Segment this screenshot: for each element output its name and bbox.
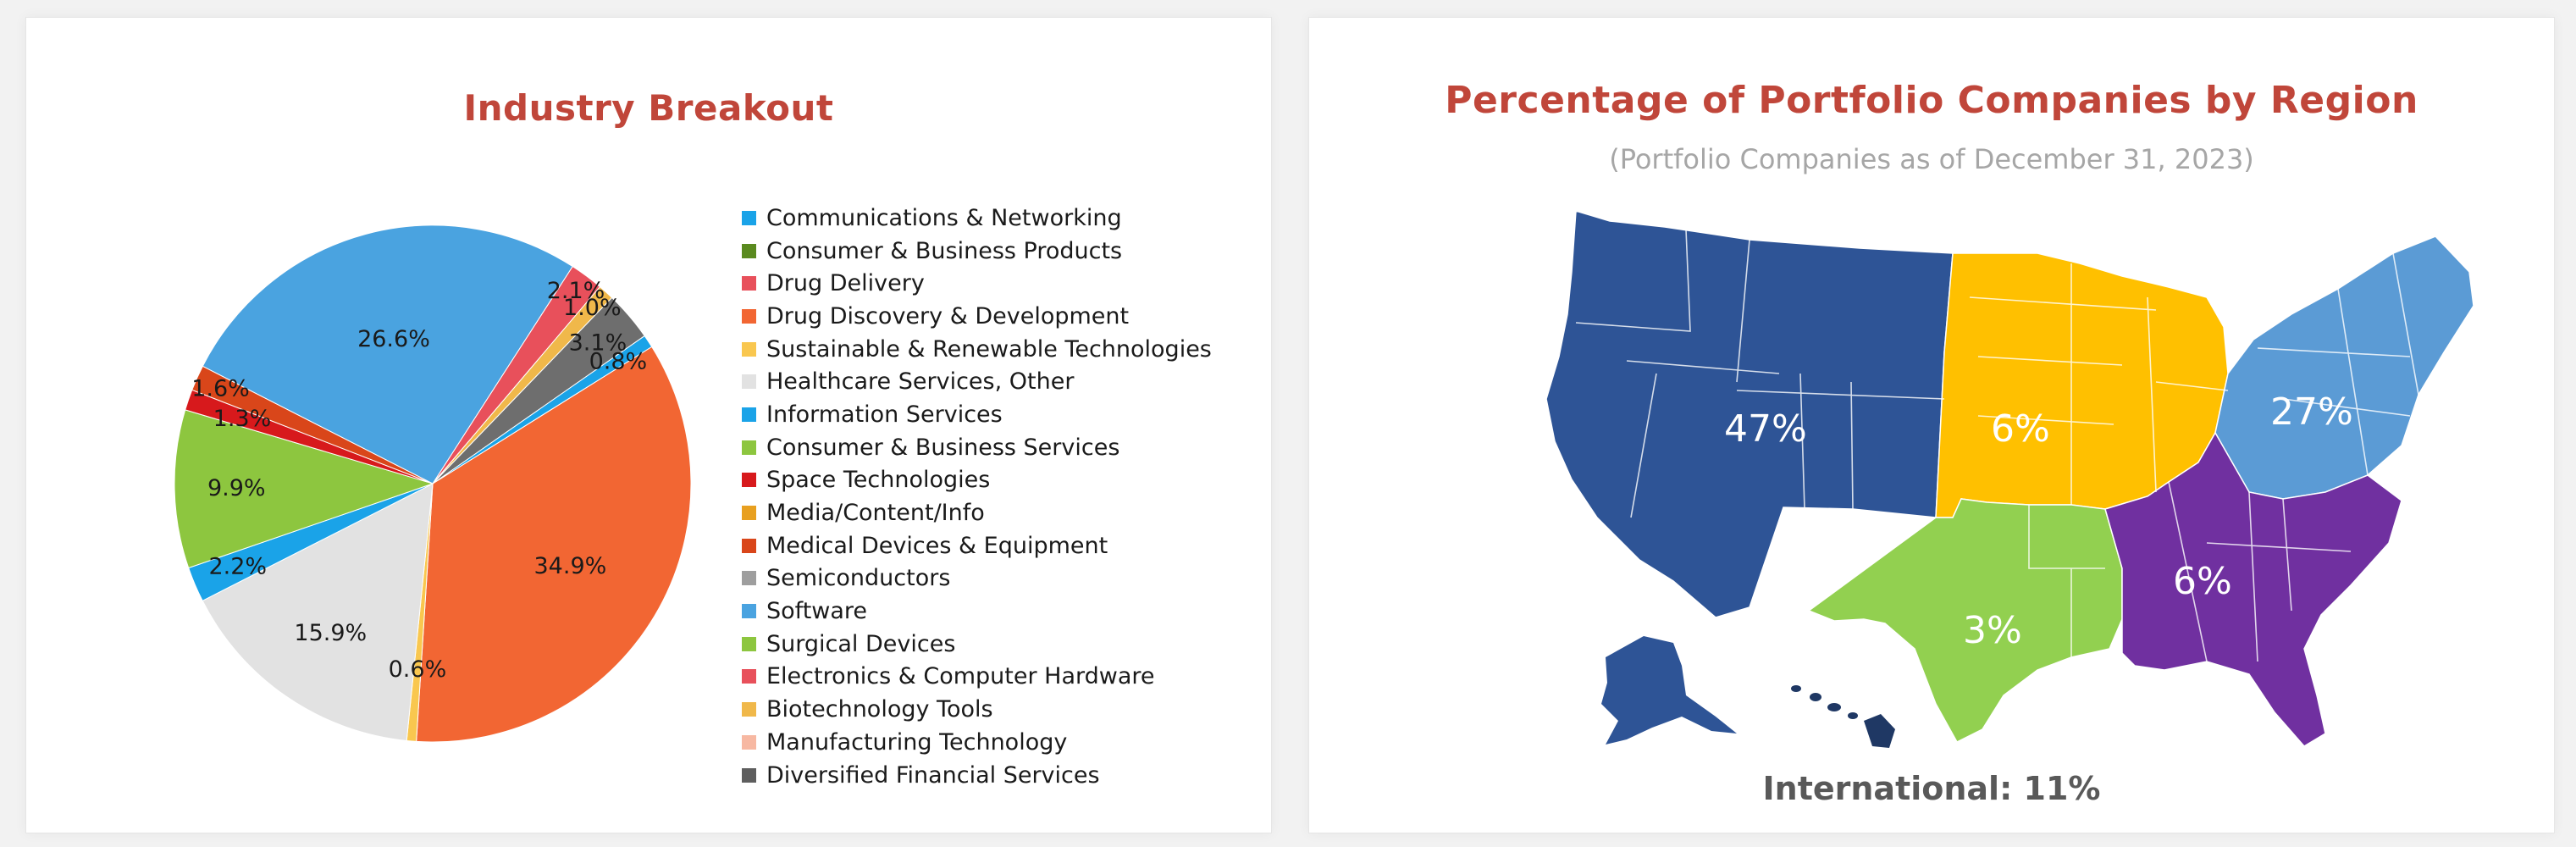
legend-label: Diversified Financial Services (766, 761, 1100, 789)
pie-slice-label: 1.6% (191, 376, 250, 402)
pie-slice-label: 0.6% (389, 656, 447, 683)
pie-slice (202, 483, 434, 741)
international-summary: International: 11% (1309, 770, 2554, 807)
legend-item: Drug Delivery (742, 267, 1212, 300)
international-label: International: (1762, 770, 2013, 807)
legend-item: Manufacturing Technology (742, 726, 1212, 759)
legend-item: Electronics & Computer Hardware (742, 661, 1212, 694)
legend-label: Consumer & Business Products (766, 237, 1123, 264)
industry-pie-chart: 34.9% 0.6% 15.9% 2.2% 9.9% 1.3% 1.6% 26.6% 2.1%1… (174, 224, 692, 743)
legend-label: Drug Delivery (766, 270, 925, 297)
legend-label: Manufacturing Technology (766, 728, 1068, 756)
legend-label: Consumer & Business Services (766, 434, 1120, 461)
legend-swatch (742, 243, 756, 258)
legend-swatch (742, 538, 756, 553)
legend-item: Consumer & Business Services (742, 431, 1212, 464)
legend-label: Medical Devices & Equipment (766, 532, 1108, 559)
region-label-northeast: 27% (2270, 390, 2353, 434)
legend-swatch (742, 374, 756, 390)
legend-item: Software (742, 595, 1212, 628)
legend-label: Semiconductors (766, 565, 951, 592)
legend-swatch (742, 734, 756, 750)
pie-slice-label: 0.8% (589, 348, 648, 374)
legend-swatch (742, 636, 756, 651)
legend-swatch (742, 210, 756, 225)
legend-swatch (742, 473, 756, 488)
hawaii-islands (1791, 685, 1895, 748)
pie-slice-label: 34.9% (534, 553, 607, 579)
industry-breakout-panel: Industry Breakout 34.9% 0.6% 15.9% 2.2% 9.9%… (25, 17, 1272, 833)
legend-label: Healthcare Services, Other (766, 368, 1075, 396)
legend-item: Biotechnology Tools (742, 693, 1212, 726)
region-west (1545, 210, 1954, 618)
legend-item: Sustainable & Renewable Technologies (742, 333, 1212, 366)
legend-item: Drug Discovery & Development (742, 300, 1212, 333)
state-borders (1575, 229, 2419, 662)
legend-swatch (742, 604, 756, 619)
region-southwest (1807, 498, 2123, 743)
legend-label: Biotechnology Tools (766, 696, 993, 723)
legend-label: Software (766, 598, 868, 625)
pie-slice-label: 3.1% (569, 330, 627, 357)
legend-swatch (742, 341, 756, 357)
legend-swatch (742, 702, 756, 717)
legend-swatch (742, 669, 756, 684)
region-map-panel: Percentage of Portfolio Companies by Reg… (1308, 17, 2555, 833)
legend-item: Diversified Financial Services (742, 759, 1212, 792)
region-label-midwest: 6% (1991, 407, 2050, 451)
legend-label: Sustainable & Renewable Technologies (766, 335, 1212, 363)
legend-item: Communications & Networking (742, 202, 1212, 235)
region-label-southwest: 3% (1963, 609, 2022, 652)
legend-swatch (742, 440, 756, 455)
pie-slice-label: 26.6% (357, 326, 430, 352)
region-west-alaska (1601, 636, 1737, 745)
international-value: 11% (2023, 770, 2101, 807)
legend-swatch (742, 767, 756, 783)
pie-slice (202, 224, 573, 484)
legend-item: Consumer & Business Products (742, 235, 1212, 268)
legend-item: Semiconductors (742, 562, 1212, 595)
map-title: Percentage of Portfolio Companies by Reg… (1445, 79, 2418, 122)
legend-item: Media/Content/Info (742, 496, 1212, 529)
region-northeast (2214, 235, 2474, 500)
legend-item: Medical Devices & Equipment (742, 529, 1212, 562)
legend-swatch (742, 407, 756, 422)
pie-slice-label: 1.3% (213, 406, 272, 432)
pie-slice (432, 335, 653, 484)
legend-label: Drug Discovery & Development (766, 302, 1130, 329)
region-label-southeast: 6% (2173, 560, 2232, 603)
legend-label: Space Technologies (766, 467, 991, 494)
legend-swatch (742, 571, 756, 586)
pie-slice-label: 9.9% (207, 475, 266, 501)
legend-item: Space Technologies (742, 464, 1212, 497)
pie-chart-title: Industry Breakout (463, 87, 834, 129)
legend-label: Electronics & Computer Hardware (766, 663, 1155, 690)
map-subtitle: (Portfolio Companies as of December 31, … (1609, 143, 2254, 175)
region-label-west: 47% (1724, 407, 1807, 451)
legend-item: Healthcare Services, Other (742, 365, 1212, 398)
us-region-map: 47% 6% 27% 3% 6% (1545, 210, 2474, 748)
pie-slice (416, 346, 692, 743)
pie-slice (174, 409, 434, 569)
pie-legend: Communications & Networking Consumer & Bu… (742, 202, 1212, 791)
legend-swatch (742, 308, 756, 324)
legend-swatch (742, 506, 756, 521)
legend-label: Surgical Devices (766, 630, 956, 657)
legend-label: Media/Content/Info (766, 500, 985, 527)
legend-label: Communications & Networking (766, 204, 1122, 231)
pie-slice-label: 15.9% (294, 620, 367, 646)
pie-slice-label: 2.2% (208, 554, 267, 580)
pie-slice-label: 2.1% (547, 278, 605, 304)
legend-item: Information Services (742, 398, 1212, 431)
pie-slice-label: 1.0% (563, 295, 622, 321)
legend-swatch (742, 276, 756, 291)
legend-item: Surgical Devices (742, 628, 1212, 661)
legend-label: Information Services (766, 401, 1003, 428)
